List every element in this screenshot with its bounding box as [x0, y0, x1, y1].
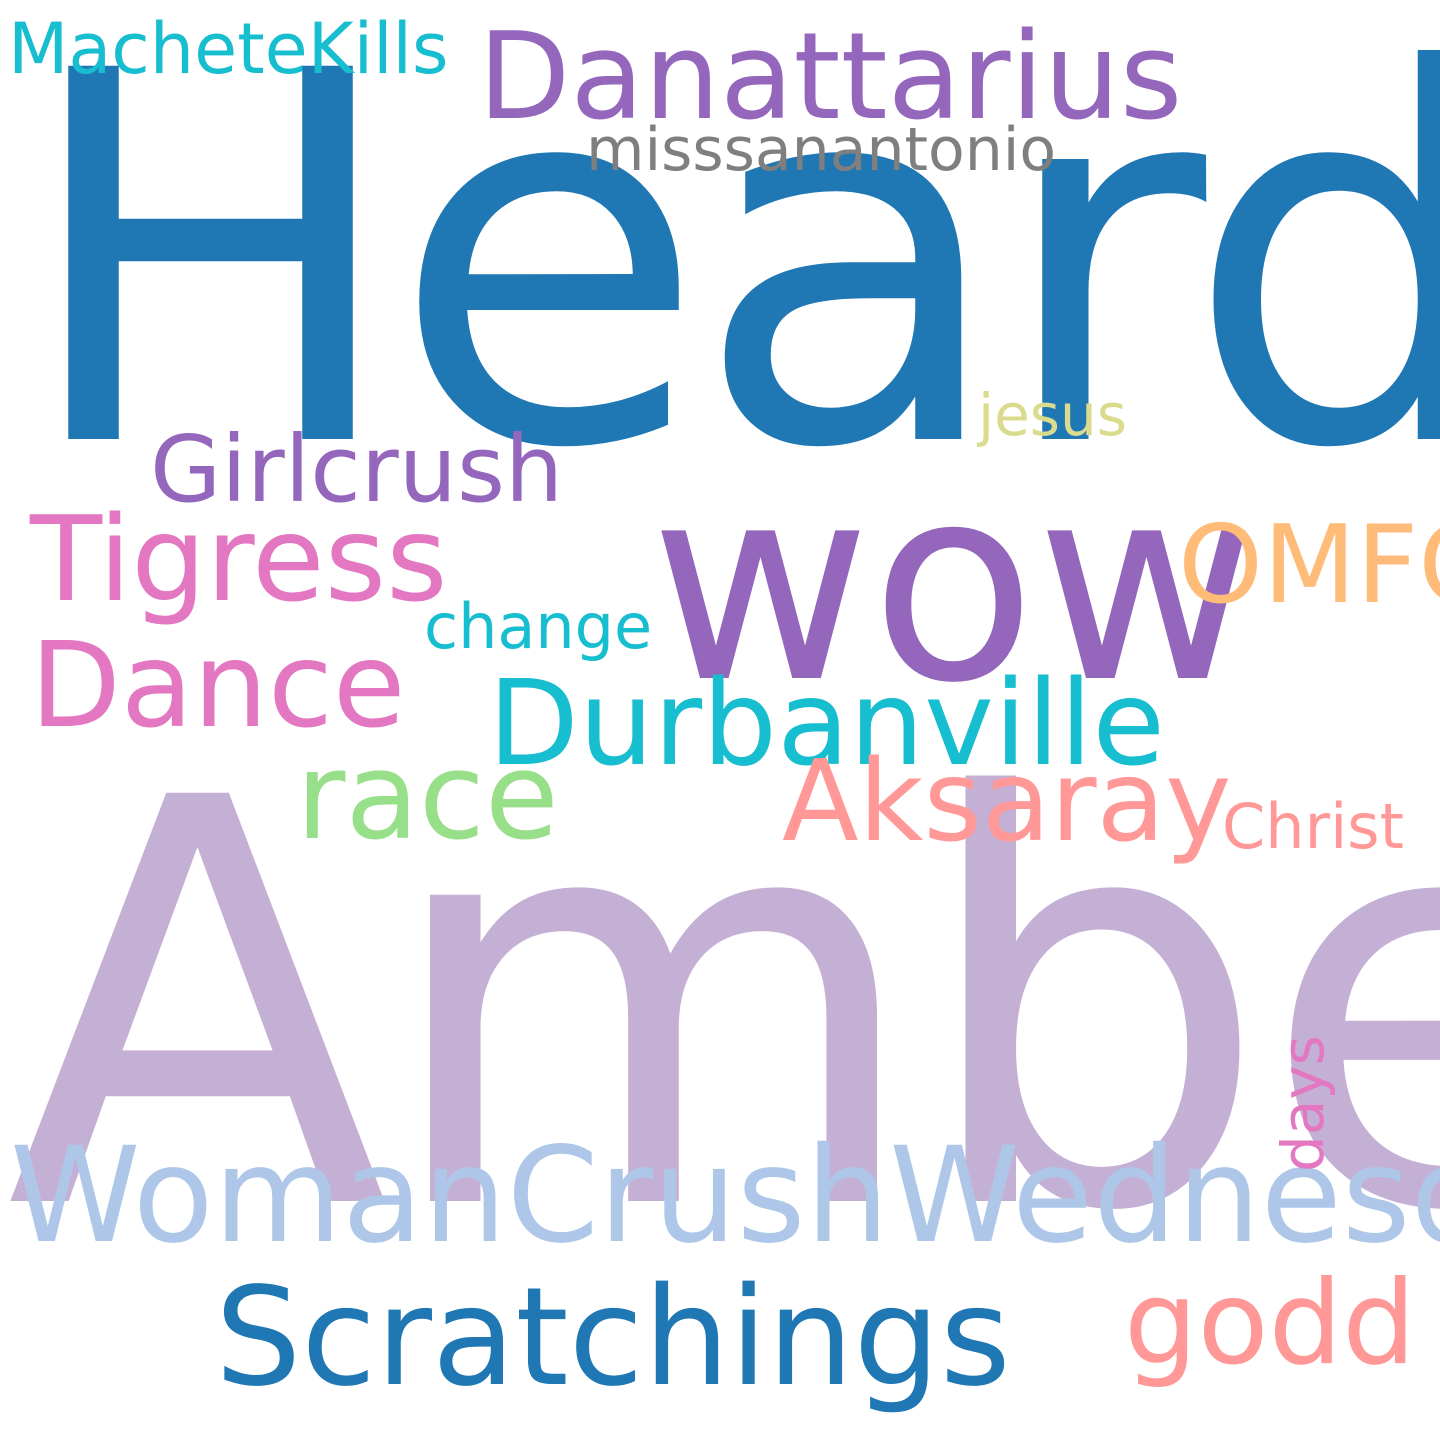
word-race: race	[296, 728, 559, 867]
word-amber: Amber	[6, 682, 1440, 1334]
word-misssanantonio: misssanantonio	[586, 115, 1057, 185]
word-christ: Christ	[1222, 790, 1404, 863]
word-scratchings: Scratchings	[215, 1259, 1011, 1417]
word-jesus: jesus	[978, 381, 1127, 449]
word-aksaray: Aksaray	[782, 737, 1232, 867]
word-womancrushwednesday: WomanCrushWednesday	[10, 1119, 1440, 1273]
word-wow: wow	[650, 427, 1257, 742]
word-machetekills: MacheteKills	[8, 8, 449, 90]
word-heard: Heard	[18, 0, 1440, 560]
word-dance: Dance	[30, 616, 406, 754]
word-godd: godd	[1124, 1256, 1416, 1391]
word-change: change	[424, 590, 653, 663]
word-durbanville: Durbanville	[488, 654, 1165, 792]
word-days: days	[1269, 1035, 1337, 1172]
word-tigress: Tigress	[30, 490, 448, 628]
word-danattarius: Danattarius	[478, 8, 1183, 147]
word-girlcrush: Girlcrush	[150, 416, 564, 523]
